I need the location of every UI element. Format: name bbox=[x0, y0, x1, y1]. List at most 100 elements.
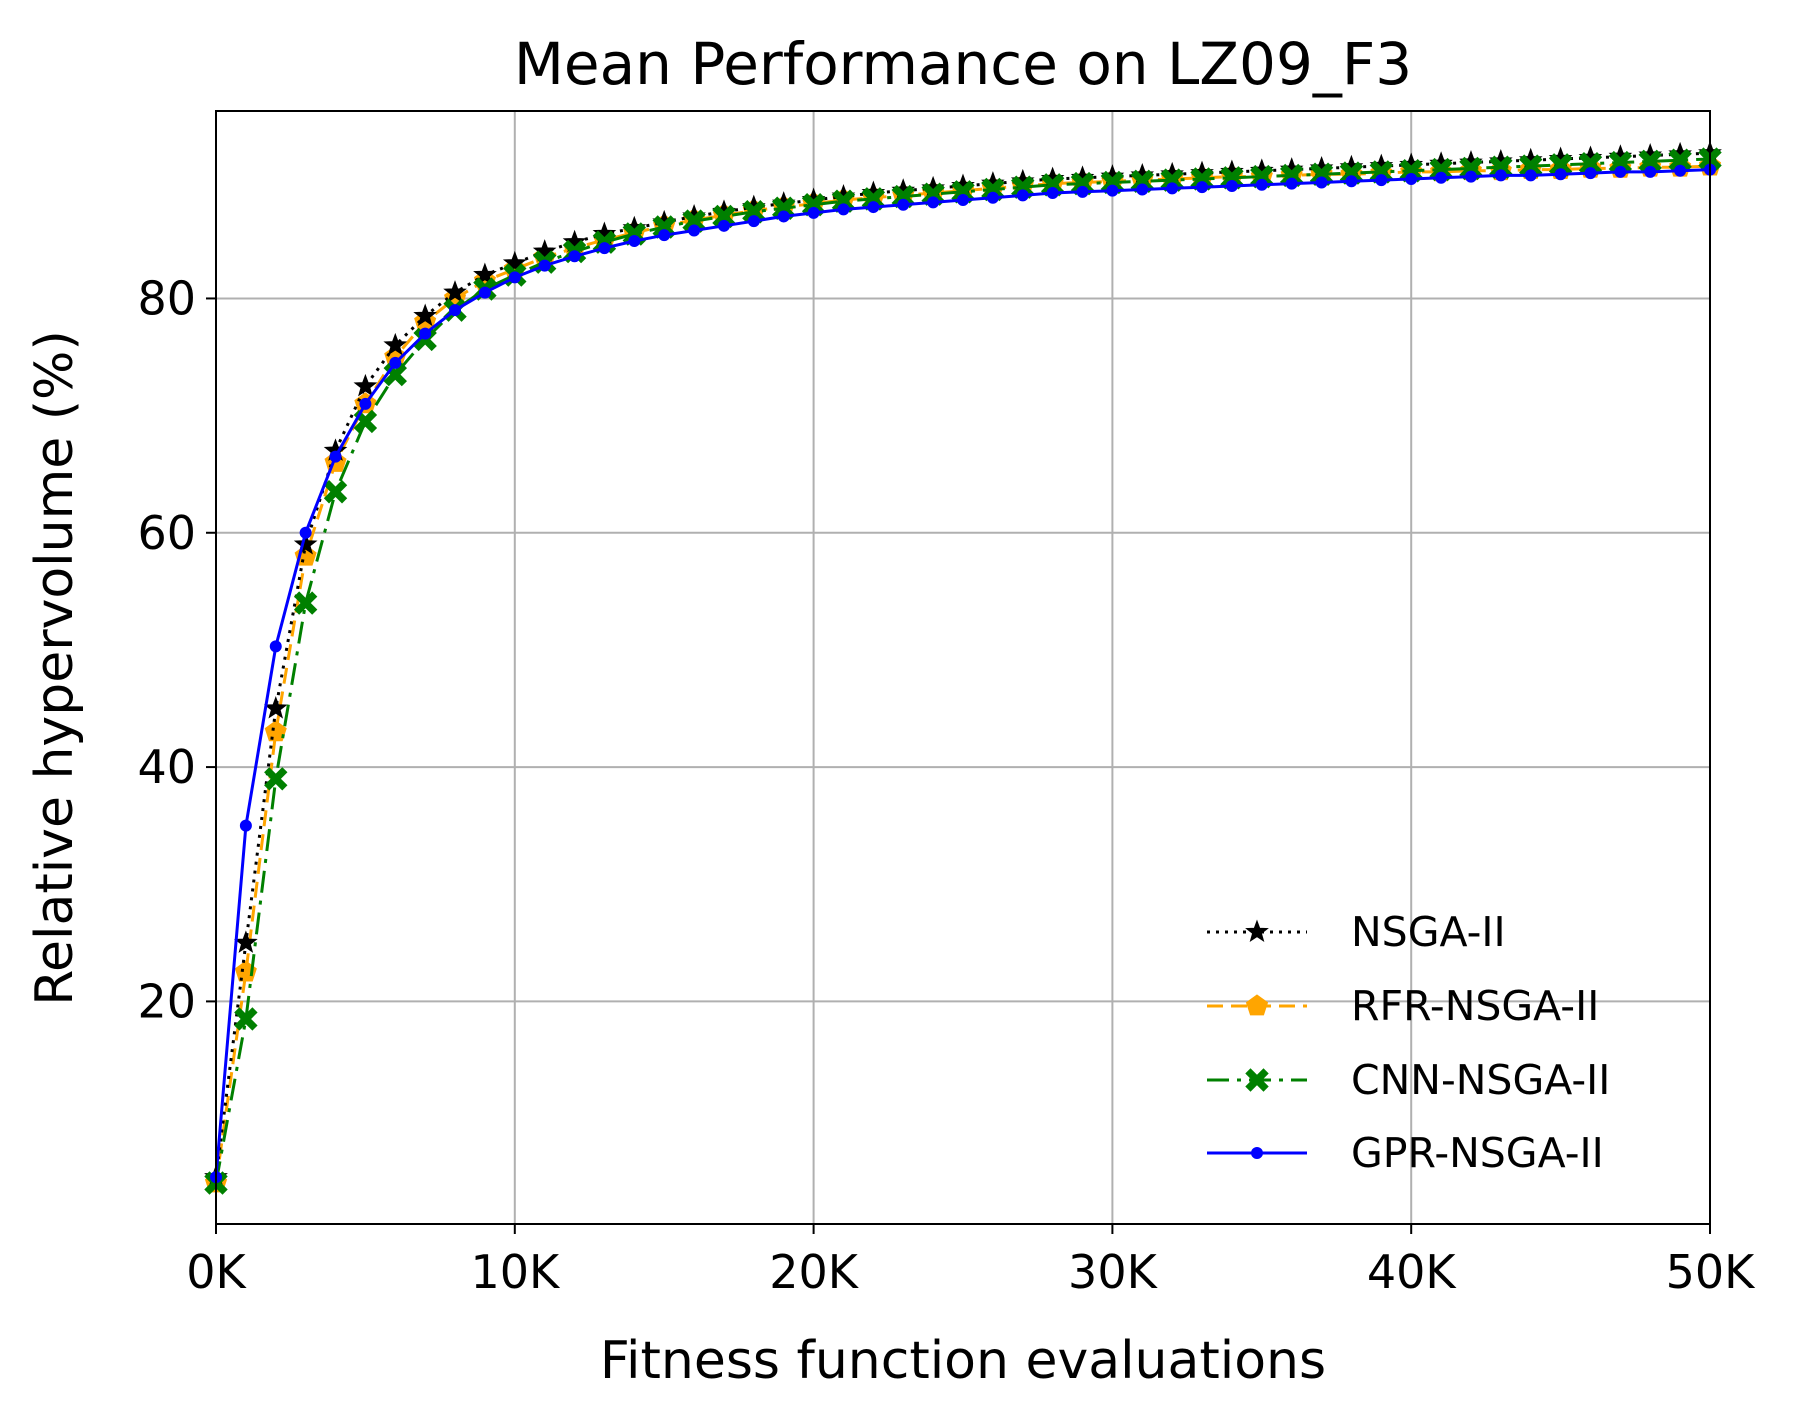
data-point bbox=[1608, 150, 1633, 175]
data-point bbox=[1524, 169, 1537, 182]
data-point bbox=[807, 206, 820, 219]
y-tick-label: 60 bbox=[137, 506, 196, 560]
data-point bbox=[1136, 183, 1149, 196]
data-point bbox=[1375, 174, 1388, 187]
data-point bbox=[568, 250, 581, 263]
series-line bbox=[214, 164, 1711, 1184]
data-point bbox=[1196, 181, 1209, 194]
legend-entry: CNN-NSGA-II bbox=[1207, 1056, 1610, 1104]
legend-marker bbox=[1245, 994, 1269, 1016]
data-point bbox=[299, 526, 312, 539]
data-point bbox=[1494, 169, 1507, 182]
data-point bbox=[1554, 168, 1567, 181]
data-point bbox=[897, 198, 910, 211]
data-point bbox=[1345, 175, 1358, 188]
y-axis-label: Relative hypervolume (%) bbox=[25, 330, 85, 1006]
data-point bbox=[927, 196, 940, 209]
data-point bbox=[1489, 155, 1513, 179]
data-point bbox=[1464, 170, 1477, 183]
data-point bbox=[986, 191, 999, 204]
data-point bbox=[1519, 154, 1543, 178]
data-point bbox=[329, 450, 342, 463]
data-point bbox=[1638, 149, 1662, 174]
series-cnn-nsga-ii bbox=[204, 147, 1722, 1195]
data-point bbox=[1076, 185, 1089, 198]
data-point bbox=[1548, 153, 1573, 177]
data-point bbox=[1166, 182, 1179, 195]
legend-entry: GPR-NSGA-II bbox=[1207, 1129, 1604, 1177]
plot-area-frame bbox=[215, 110, 1711, 1225]
data-point bbox=[957, 194, 969, 207]
legend-entry: NSGA-II bbox=[1207, 908, 1506, 956]
data-point bbox=[1285, 177, 1298, 190]
data-point bbox=[389, 356, 402, 369]
data-point bbox=[293, 532, 318, 555]
x-tick-label: 30K bbox=[1068, 1245, 1159, 1299]
legend-marker bbox=[1245, 1068, 1269, 1092]
data-point bbox=[1435, 171, 1448, 184]
data-point bbox=[1106, 184, 1119, 197]
data-point bbox=[359, 397, 372, 410]
axis-ticks: 0K 10K 20K 30K 40K 50K 20 40 60 80 bbox=[137, 271, 1756, 1299]
legend: NSGA-II RFR-NSGA-II CNN-NSGA-II GPR-NSGA-II bbox=[1207, 908, 1610, 1177]
legend-entry: RFR-NSGA-II bbox=[1207, 982, 1599, 1030]
data-point bbox=[1046, 187, 1059, 200]
x-tick-label: 40K bbox=[1367, 1245, 1458, 1299]
data-point bbox=[777, 210, 790, 223]
data-point bbox=[837, 203, 850, 216]
chart-title: Mean Performance on LZ09_F3 bbox=[514, 30, 1412, 98]
legend-marker bbox=[1251, 1147, 1263, 1159]
data-point bbox=[717, 219, 730, 232]
data-point bbox=[867, 201, 880, 214]
data-point bbox=[538, 259, 551, 272]
data-point bbox=[234, 1007, 258, 1031]
series-gpr-nsga-ii bbox=[210, 163, 1716, 1184]
data-point bbox=[1225, 179, 1238, 192]
legend-marker bbox=[1245, 919, 1269, 943]
data-point bbox=[239, 819, 252, 832]
x-tick-label: 0K bbox=[186, 1245, 247, 1299]
data-point bbox=[263, 696, 288, 719]
data-point bbox=[508, 271, 521, 284]
legend-label: NSGA-II bbox=[1351, 908, 1506, 956]
data-point bbox=[502, 250, 527, 274]
data-point bbox=[1578, 152, 1603, 176]
y-tick-label: 40 bbox=[137, 740, 196, 794]
data-point bbox=[1644, 165, 1657, 178]
x-tick-label: 50K bbox=[1666, 1245, 1757, 1299]
data-point bbox=[413, 303, 437, 327]
data-point bbox=[1405, 172, 1418, 185]
data-point bbox=[473, 262, 497, 286]
data-point bbox=[1674, 164, 1687, 177]
x-tick-label: 10K bbox=[470, 1245, 561, 1299]
data-point bbox=[1315, 176, 1328, 189]
legend-label: RFR-NSGA-II bbox=[1351, 982, 1599, 1030]
data-point bbox=[264, 767, 288, 791]
data-point bbox=[269, 640, 282, 653]
data-point bbox=[598, 242, 611, 255]
data-point bbox=[1255, 178, 1268, 191]
data-point bbox=[419, 327, 432, 340]
data-point bbox=[293, 591, 318, 615]
data-point bbox=[478, 286, 491, 299]
data-point bbox=[532, 239, 557, 262]
data-point bbox=[353, 373, 378, 397]
data-point bbox=[658, 229, 671, 242]
data-point bbox=[1016, 189, 1029, 202]
data-point bbox=[264, 720, 287, 742]
series-group bbox=[204, 140, 1722, 1195]
data-point bbox=[628, 235, 641, 248]
data-point bbox=[323, 480, 348, 504]
data-point bbox=[1668, 148, 1692, 172]
x-tick-label: 20K bbox=[769, 1245, 860, 1299]
legend-label: CNN-NSGA-II bbox=[1351, 1056, 1610, 1104]
data-point bbox=[383, 332, 408, 356]
data-point bbox=[747, 215, 760, 228]
y-tick-label: 80 bbox=[137, 271, 196, 325]
x-axis-label: Fitness function evaluations bbox=[600, 1331, 1326, 1391]
data-point bbox=[443, 280, 467, 303]
legend-label: GPR-NSGA-II bbox=[1351, 1129, 1604, 1177]
data-point bbox=[1614, 165, 1627, 178]
data-point bbox=[688, 224, 701, 237]
